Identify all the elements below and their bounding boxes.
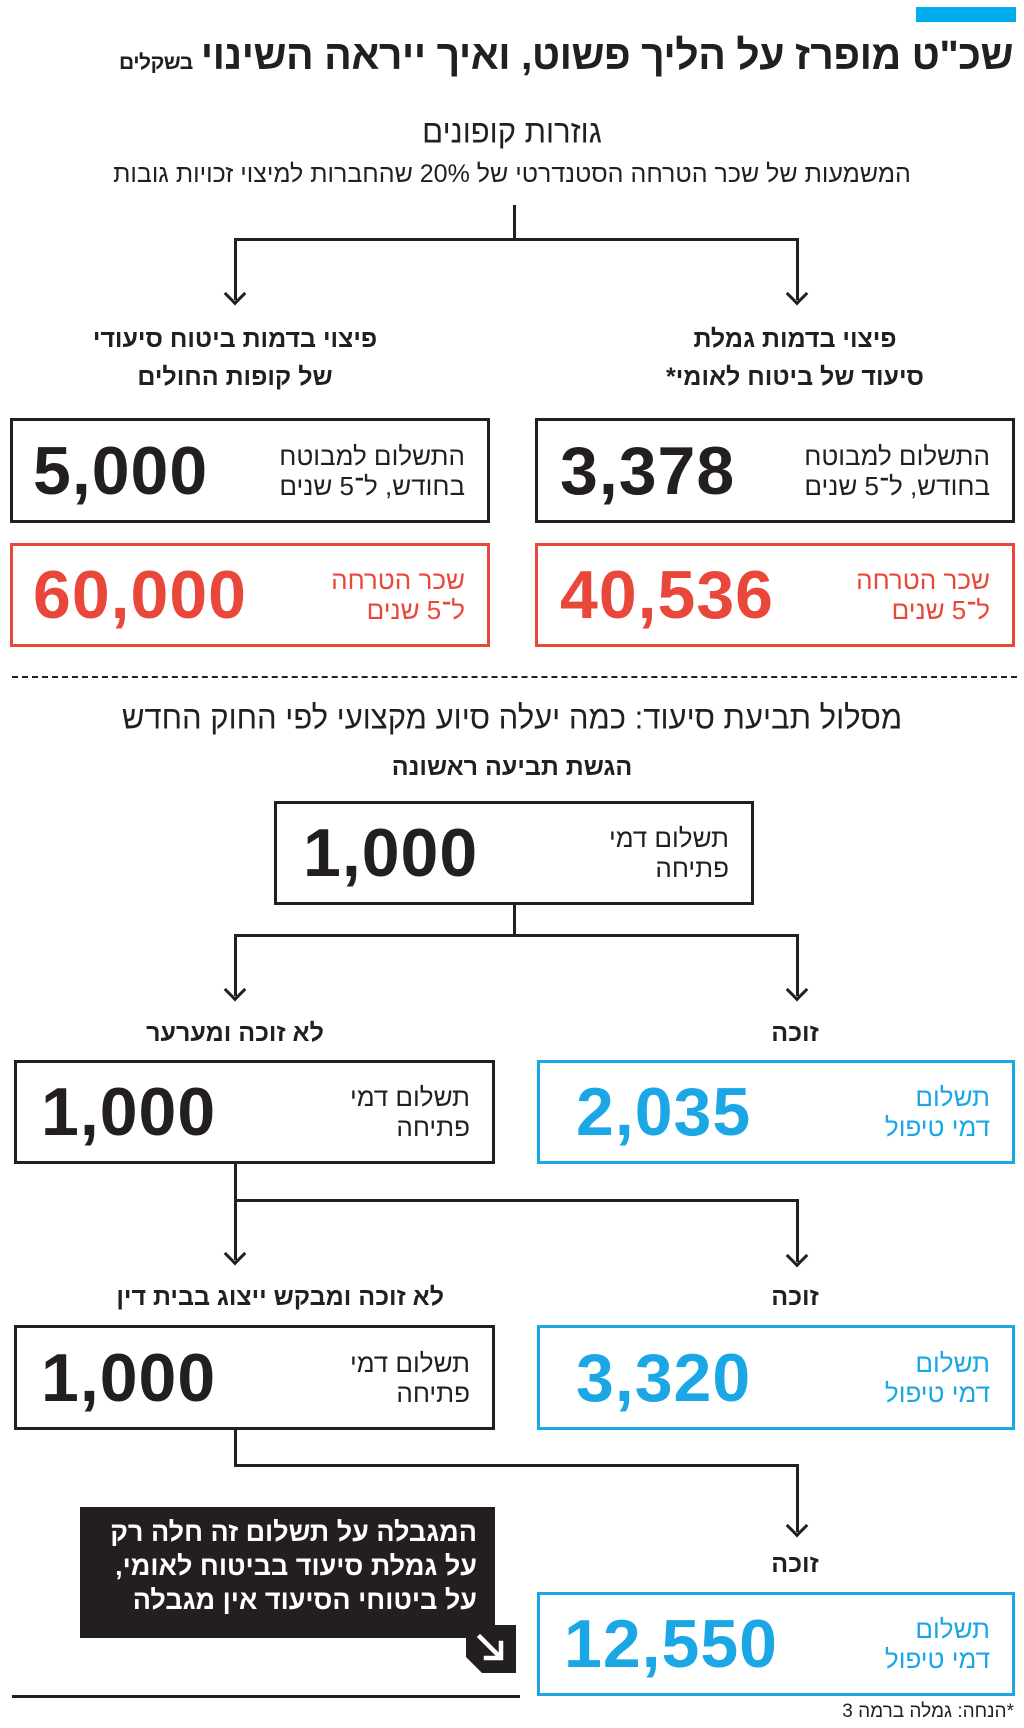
desc-line: תשלום דמי (608, 823, 729, 853)
connector-line (796, 1199, 799, 1262)
win-desc: תשלום דמי טיפול (885, 1082, 990, 1142)
step4-win-box: תשלום דמי טיפול 12,550 (537, 1592, 1015, 1696)
arrow-down-icon (223, 282, 247, 306)
step1-box: תשלום דמי פתיחה 1,000 (274, 801, 754, 905)
accent-bar (916, 7, 1016, 22)
connector-line (234, 238, 237, 300)
lose-value: 1,000 (41, 1339, 217, 1416)
win-value: 3,320 (576, 1339, 752, 1416)
desc-line: ל־5 שנים (366, 595, 465, 625)
step4-win-label: זוכה (771, 1550, 819, 1578)
desc-line: ל־5 שנים (891, 595, 990, 625)
bottom-rule (12, 1695, 520, 1698)
payment-desc: התשלום למבוטח בחודש, ל־5 שנים (804, 441, 990, 501)
win-value: 2,035 (576, 1074, 752, 1150)
desc-line: דמי טיפול (884, 1377, 990, 1408)
right-fee-box: שכר הטרחה ל־5 שנים 40,536 (535, 543, 1015, 647)
connector-line (234, 1430, 237, 1466)
right-payment-box: התשלום למבוטח בחודש, ל־5 שנים 3,378 (535, 418, 1015, 523)
note-line: על גמלת סיעוד בביטוח לאומי, (115, 1551, 477, 1581)
step1-label: הגשת תביעה ראשונה (391, 753, 633, 781)
fee-desc: שכר הטרחה ל־5 שנים (331, 565, 465, 625)
desc-line: שכר הטרחה (331, 565, 465, 595)
left-branch-label: פיצוי בדמות ביטוח סיעודי של קופות החולים (20, 320, 450, 396)
label-line: פיצוי בדמות גמלת (693, 325, 897, 353)
step2-lose-label: לא זוכה ומערער (146, 1019, 324, 1047)
step1-desc: תשלום דמי פתיחה (609, 823, 729, 883)
fee-value: 60,000 (33, 557, 247, 633)
desc-line: בחודש, ל־5 שנים (279, 470, 465, 501)
desc-line: פתיחה (396, 1112, 470, 1142)
arrow-down-icon (785, 1244, 809, 1268)
payment-desc: התשלום למבוטח בחודש, ל־5 שנים (279, 441, 465, 501)
step3-lose-label: לא זוכה ומבקש ייצוג בבית דין (116, 1283, 444, 1311)
fee-desc: שכר הטרחה ל־5 שנים (856, 565, 990, 625)
section-divider (12, 676, 1017, 678)
connector-line (513, 205, 516, 240)
note-line: על ביטוחי הסיעוד אין מגבלה (132, 1585, 477, 1615)
connector-line (234, 934, 237, 996)
desc-line: שכר הטרחה (856, 565, 990, 595)
desc-line: דמי טיפול (884, 1112, 990, 1142)
desc-line: התשלום למבוטח (279, 440, 465, 471)
footnote: *הנחה: גמלה ברמה 3 (842, 1701, 1014, 1722)
label-line: סיעוד של ביטוח לאומי* (666, 363, 924, 391)
arrow-down-icon (785, 282, 809, 306)
step3-win-label: זוכה (771, 1283, 819, 1311)
step2-win-label: זוכה (771, 1019, 819, 1047)
desc-line: תשלום דמי (349, 1347, 470, 1378)
step2-lose-box: תשלום דמי פתיחה 1,000 (14, 1060, 495, 1164)
lose-desc: תשלום דמי פתיחה (350, 1082, 470, 1142)
arrow-down-icon (223, 1242, 247, 1266)
connector-line (796, 238, 799, 300)
arrow-down-icon (785, 1514, 809, 1538)
arrow-down-icon (785, 978, 809, 1002)
payment-value: 3,378 (560, 432, 736, 509)
right-branch-label: פיצוי בדמות גמלת סיעוד של ביטוח לאומי* (580, 320, 1010, 396)
desc-line: דמי טיפול (884, 1644, 990, 1674)
label-line: של קופות החולים (137, 363, 333, 391)
connector-line (234, 1199, 799, 1202)
desc-line: פתיחה (396, 1377, 470, 1408)
connector-line (234, 1464, 799, 1467)
step3-lose-box: תשלום דמי פתיחה 1,000 (14, 1325, 495, 1430)
payment-value: 5,000 (33, 432, 209, 509)
arrow-down-right-icon (476, 1633, 504, 1661)
win-desc: תשלום דמי טיפול (885, 1614, 990, 1674)
left-fee-box: שכר הטרחה ל־5 שנים 60,000 (10, 543, 490, 647)
lose-desc: תשלום דמי פתיחה (350, 1348, 470, 1408)
title-units: בשקלים (119, 51, 193, 74)
label-line: פיצוי בדמות ביטוח סיעודי (92, 325, 378, 353)
note-line: המגבלה על תשלום זה חלה רק (110, 1517, 477, 1547)
desc-line: תשלום (915, 1082, 990, 1112)
left-payment-box: התשלום למבוטח בחודש, ל־5 שנים 5,000 (10, 418, 490, 523)
step1-value: 1,000 (303, 815, 479, 891)
arrow-down-icon (223, 978, 247, 1002)
desc-line: תשלום (915, 1614, 990, 1644)
connector-line (234, 1164, 237, 1260)
lose-value: 1,000 (41, 1074, 217, 1150)
desc-line: התשלום למבוטח (804, 440, 990, 471)
connector-line (513, 905, 516, 937)
desc-line: תשלום (915, 1347, 990, 1378)
section1-subtitle: המשמעות של שכר הטרחה הסטנדרטי של 20% שהח… (113, 160, 911, 188)
fee-value: 40,536 (560, 557, 774, 633)
step3-win-box: תשלום דמי טיפול 3,320 (537, 1325, 1015, 1430)
section2-title: מסלול תביעת סיעוד: כמה יעלה סיוע מקצועי … (121, 699, 903, 736)
win-value: 12,550 (564, 1606, 778, 1682)
connector-line (234, 238, 799, 241)
page-title: שכ"ט מופרז על הליך פשוט, ואיך ייראה השינ… (119, 30, 1013, 88)
connector-line (796, 934, 799, 996)
desc-line: פתיחה (655, 853, 729, 883)
note-box: המגבלה על תשלום זה חלה רק על גמלת סיעוד … (80, 1507, 495, 1638)
connector-line (796, 1464, 799, 1532)
win-desc: תשלום דמי טיפול (885, 1348, 990, 1408)
title-text: שכ"ט מופרז על הליך פשוט, ואיך ייראה השינ… (200, 32, 1014, 78)
section1-title: גוזרות קופונים (422, 113, 602, 150)
desc-line: בחודש, ל־5 שנים (804, 470, 990, 501)
step2-win-box: תשלום דמי טיפול 2,035 (537, 1060, 1015, 1164)
connector-line (234, 934, 799, 937)
desc-line: תשלום דמי (349, 1082, 470, 1112)
